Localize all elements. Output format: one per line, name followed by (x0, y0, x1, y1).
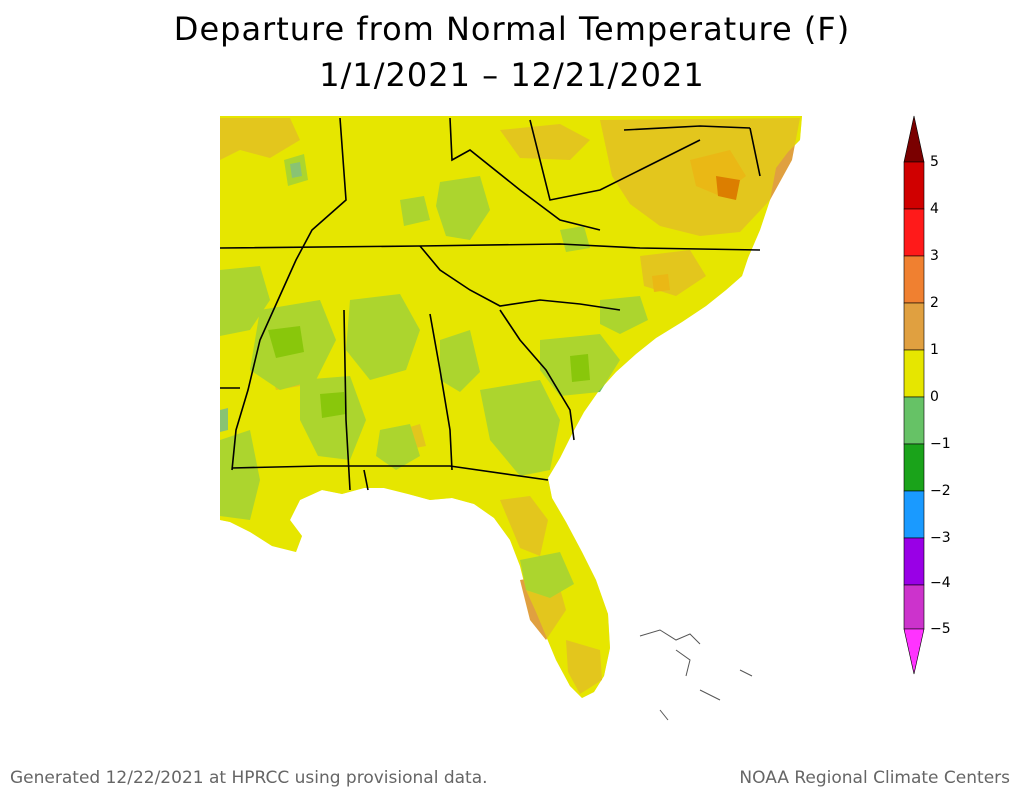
map-body (220, 116, 802, 698)
legend-tick: 5 (930, 154, 939, 170)
legend-tick: −5 (930, 621, 951, 637)
legend-tick: −4 (930, 575, 951, 591)
map-title: Departure from Normal Temperature (F) (173, 10, 851, 48)
legend-tick: 0 (930, 389, 939, 405)
legend-arrow-top (903, 115, 925, 163)
legend-bin-1 (903, 349, 925, 398)
legend-bin-0 (903, 396, 925, 445)
legend-bin-5 (903, 161, 925, 210)
legend-bin-m4 (903, 584, 925, 630)
legend-tick: −1 (930, 436, 951, 452)
legend-tick: 3 (930, 248, 939, 264)
legend-tick: −2 (930, 483, 951, 499)
legend-bin-2 (903, 302, 925, 351)
legend-arrow-bottom (903, 628, 925, 675)
legend-tick: 4 (930, 201, 939, 217)
legend-tick: 1 (930, 342, 939, 358)
legend-bin-3 (903, 255, 925, 304)
legend-bin-m3 (903, 537, 925, 586)
footer-generated-note: Generated 12/22/2021 at HPRCC using prov… (10, 768, 488, 788)
footer-credit: NOAA Regional Climate Centers (739, 768, 1010, 788)
legend-bin-m2 (903, 490, 925, 539)
legend-bin-4 (903, 208, 925, 257)
state-boundaries (220, 117, 761, 491)
bahamas-islands (639, 629, 753, 721)
legend-tick: −3 (930, 530, 951, 546)
map-date-range: 1/1/2021 – 12/21/2021 (319, 56, 705, 94)
legend-bin-m1 (903, 443, 925, 492)
legend-tick: 2 (930, 295, 939, 311)
legend-colorbar (903, 115, 925, 675)
